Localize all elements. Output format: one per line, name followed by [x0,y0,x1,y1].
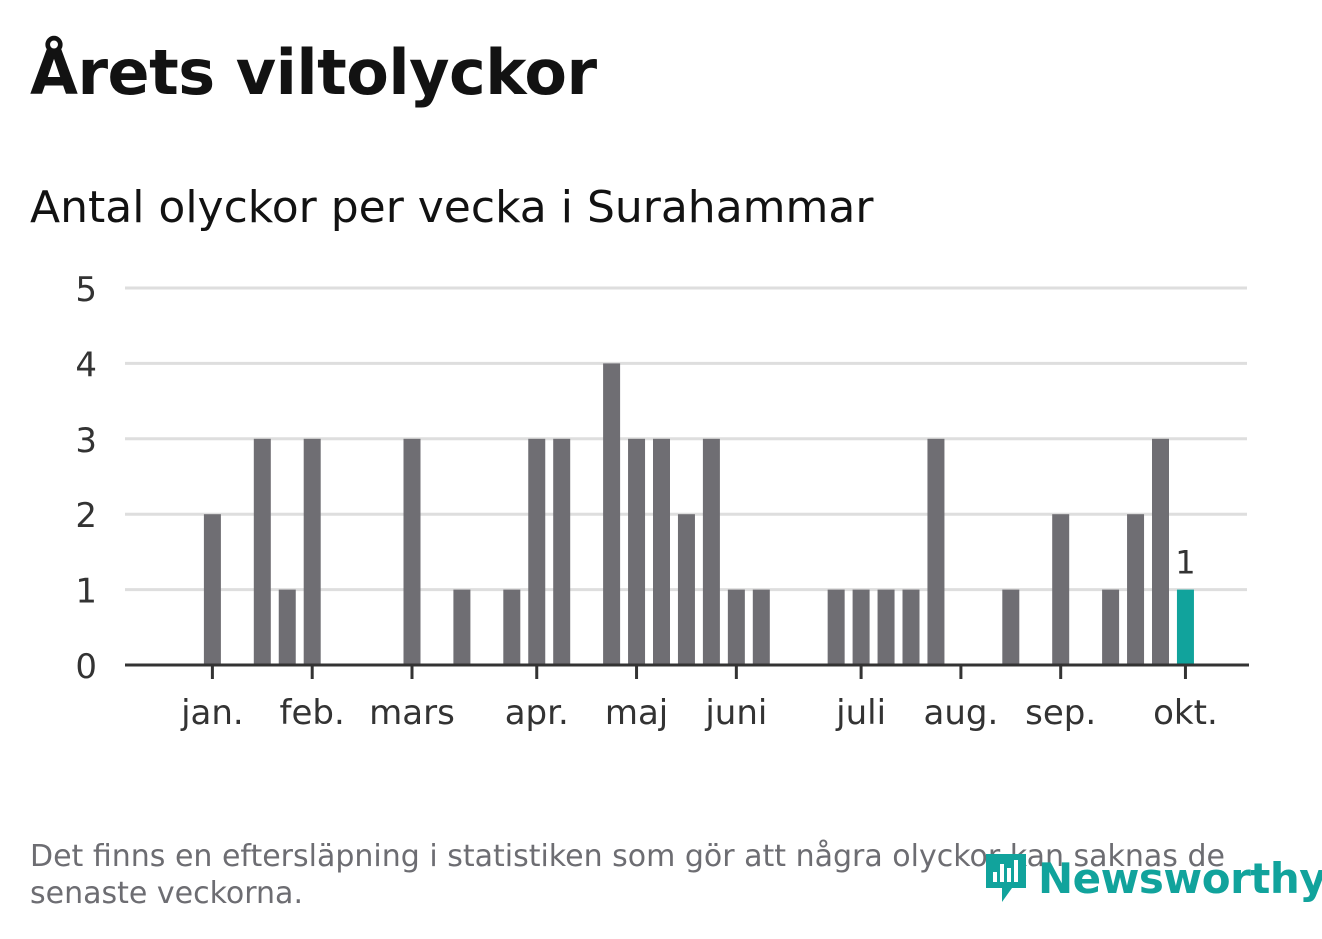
bar-week-21 [653,438,670,665]
bar-week-39 [1102,589,1120,665]
bars [203,363,1194,665]
chart-subtitle: Antal olyckor per vecka i Surahammar [30,182,874,233]
x-tick-label: feb. [280,693,345,733]
bar-week-41 [1152,438,1169,665]
x-tick-label: juni [704,693,767,733]
bar-week-40 [1127,514,1145,665]
brand-name: Newsworthy [1038,853,1322,903]
bar-week-23 [702,438,720,665]
bar-week-29 [852,589,870,665]
bar-week-30 [877,589,895,665]
last-value-label: 1 [1175,544,1195,582]
x-axis-ticks: jan. feb. mars apr. maj juni juli aug. sep. okt. [180,665,1218,733]
x-tick-label: juli [835,693,886,733]
x-tick-label: sep. [1025,693,1096,733]
y-tick-label: 2 [75,496,97,536]
bar-week-16 [528,438,546,665]
x-tick-label: okt. [1153,693,1218,733]
x-tick-label: jan. [180,693,244,733]
newsworthy-logo: Newsworthy [982,850,1322,906]
bar-week-15 [503,589,521,665]
bar-week-32 [927,438,945,665]
bar-week-28 [827,589,845,665]
x-tick-label: aug. [924,693,999,733]
bar-week-13 [453,589,471,665]
bar-week-31 [902,589,920,665]
x-tick-label: maj [605,693,668,733]
bar-week-3 [203,514,221,665]
chart-title: Årets viltolyckor [30,36,597,109]
bar-week-5 [253,438,271,665]
y-axis-labels: 0 1 2 3 4 5 [75,270,97,687]
bar-week-6 [278,589,296,665]
x-tick-label: mars [369,693,455,733]
bar-week-25 [752,589,770,665]
bar-week-7 [303,438,321,665]
y-tick-label: 0 [75,647,97,687]
data-labels: 1 [1175,544,1195,582]
y-tick-label: 3 [75,421,97,461]
bar-week-42 [1176,589,1194,665]
x-tick-label: apr. [505,693,569,733]
y-tick-label: 5 [75,270,97,310]
bar-week-19 [603,363,621,665]
y-tick-label: 1 [75,572,97,612]
bar-week-35 [1002,589,1020,665]
y-tick-label: 4 [75,345,97,385]
bar-week-22 [677,514,695,665]
bar-week-20 [628,438,646,665]
bar-week-37 [1052,514,1070,665]
newsworthy-logo-icon [986,854,1026,902]
bar-week-11 [403,438,421,665]
bar-week-24 [727,589,745,665]
bar-week-17 [553,438,571,665]
